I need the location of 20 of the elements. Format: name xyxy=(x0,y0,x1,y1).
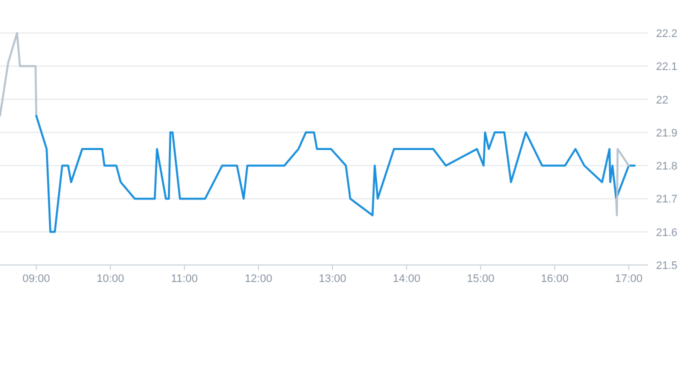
y-tick-label: 21.8 xyxy=(656,160,678,173)
x-tick-label: 12:00 xyxy=(244,273,272,285)
line-series xyxy=(0,32,38,117)
y-tick-label: 22.2 xyxy=(656,28,678,40)
x-tick-label: 14:00 xyxy=(392,273,420,285)
y-tick-label: 21.5 xyxy=(656,260,678,272)
x-tick-label: 13:00 xyxy=(318,273,346,285)
line-series xyxy=(615,148,630,216)
y-tick-label: 22.1 xyxy=(656,61,678,74)
line-series xyxy=(35,114,636,233)
y-tick-label: 21.7 xyxy=(656,194,678,206)
y-tick-label: 21.6 xyxy=(656,226,678,239)
x-tick-label: 17:00 xyxy=(614,273,643,285)
x-tick-label: 15:00 xyxy=(466,273,494,285)
y-tick-label: 21.9 xyxy=(656,127,678,140)
x-tick-label: 09:00 xyxy=(22,273,50,285)
x-tick-label: 16:00 xyxy=(540,273,568,285)
x-tick-label: 11:00 xyxy=(171,273,198,285)
y-tick-label: 22 xyxy=(656,94,668,106)
x-tick-label: 10:00 xyxy=(96,273,124,285)
